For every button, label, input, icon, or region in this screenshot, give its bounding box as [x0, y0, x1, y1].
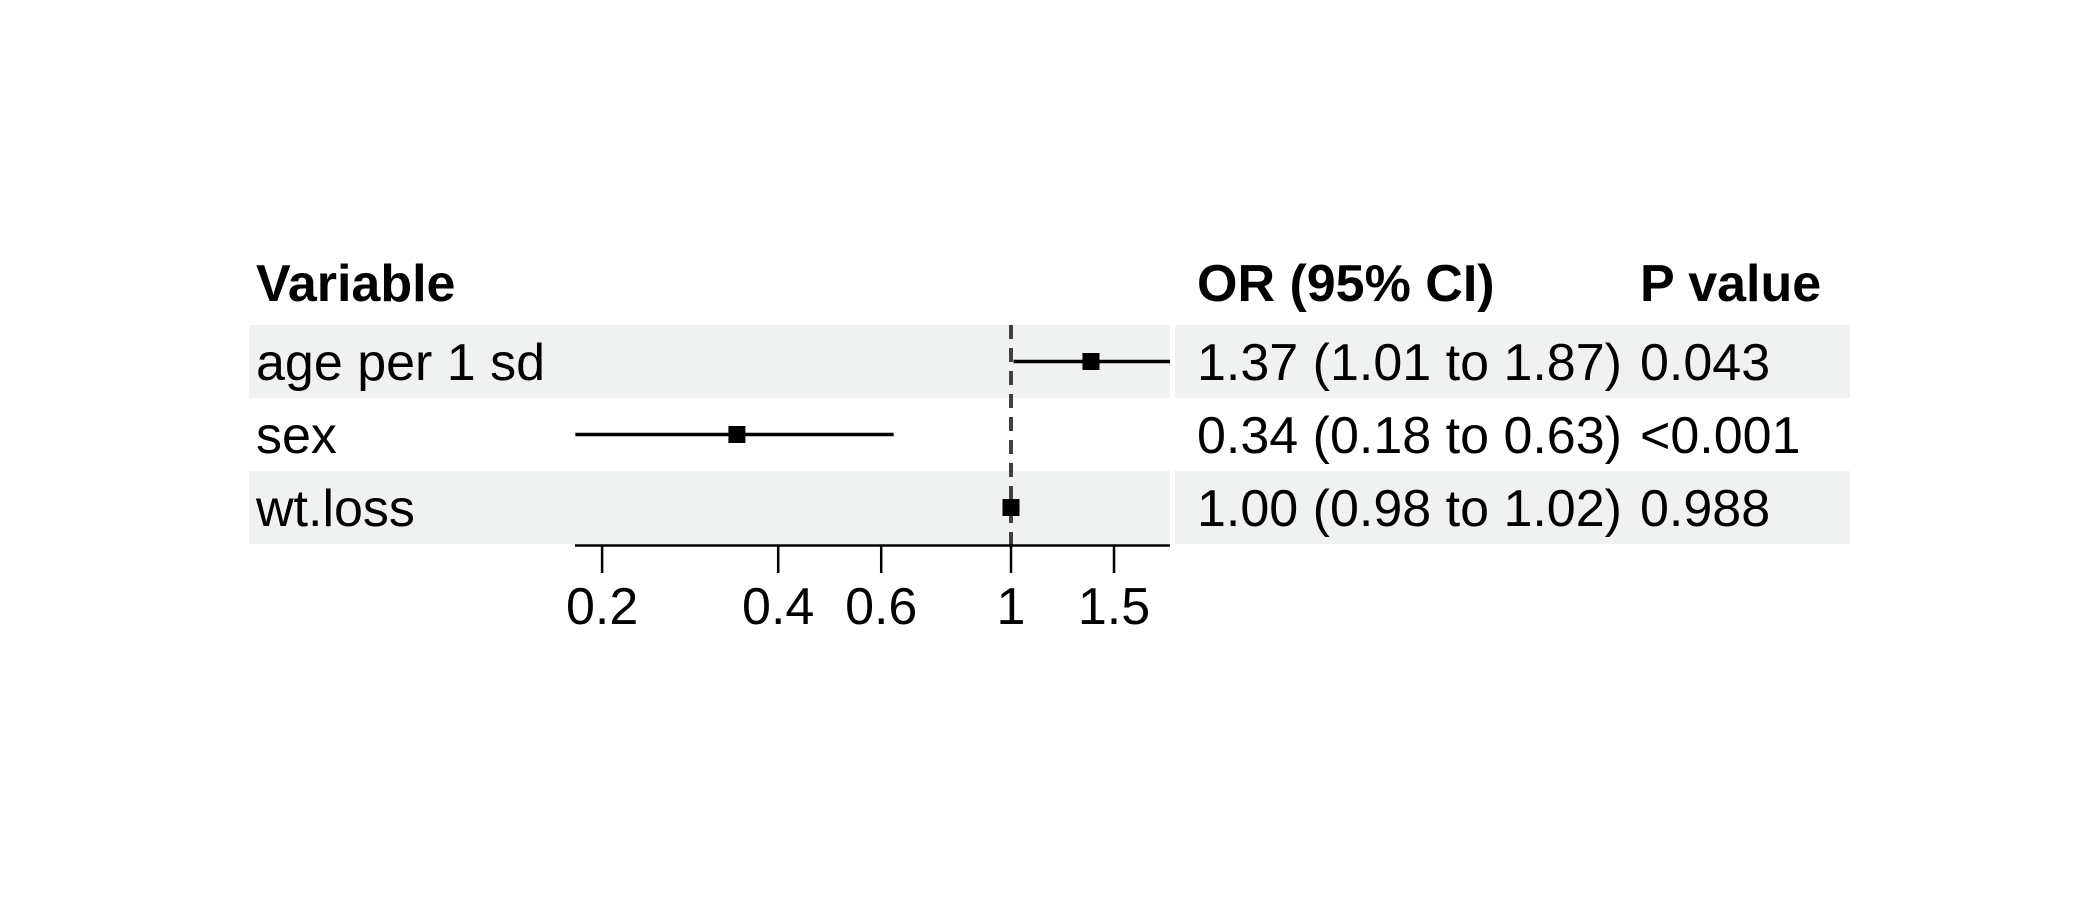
- x-axis-tick-label: 1: [997, 578, 1026, 636]
- row-band: [249, 471, 1850, 544]
- panel-divider: [1170, 325, 1175, 544]
- x-axis-tick-label: 0.2: [566, 578, 638, 636]
- x-axis-tick-label: 0.6: [845, 578, 917, 636]
- estimate-marker: [728, 426, 746, 443]
- x-axis-tick-label: 1.5: [1078, 578, 1150, 636]
- x-axis-tick-label: 0.4: [742, 578, 814, 636]
- estimate-marker: [1082, 353, 1100, 370]
- estimate-marker: [1002, 499, 1020, 516]
